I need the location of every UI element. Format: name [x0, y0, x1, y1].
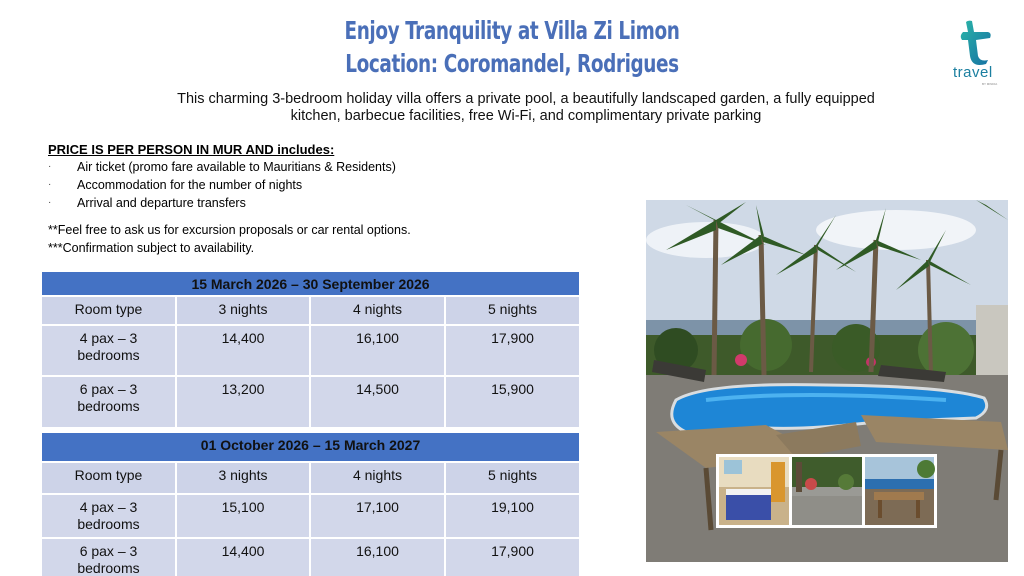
room-type-cell: 6 pax – 3 bedrooms [40, 537, 177, 576]
garden-thumbnail [792, 457, 862, 525]
column-header: Room type [40, 295, 177, 326]
bullet: · [48, 179, 52, 190]
travel-logo-icon [960, 20, 991, 66]
confirmation-note: ***Confirmation subject to availability. [48, 241, 255, 255]
room-type-cell: 4 pax – 3 bedrooms [40, 493, 177, 539]
table-row: 6 pax – 3 bedrooms 14,400 16,100 17,900 [40, 537, 582, 576]
price-table-period-2: 01 October 2026 – 15 March 2027 Room typ… [39, 431, 582, 576]
period-header: 15 March 2026 – 30 September 2026 [39, 270, 582, 297]
room-type-cell: 4 pax – 3 bedrooms [40, 324, 177, 377]
price-cell: 17,900 [443, 537, 582, 576]
table-row: 4 pax – 3 bedrooms 14,400 16,100 17,900 [40, 324, 582, 377]
room-type-cell: 6 pax – 3 bedrooms [40, 375, 177, 429]
villa-description: This charming 3-bedroom holiday villa of… [177, 91, 875, 124]
column-header: 5 nights [443, 461, 582, 495]
price-cell: 14,500 [309, 375, 446, 429]
villa-pool-photo [646, 200, 1008, 562]
price-cell: 16,100 [309, 537, 446, 576]
price-table-period-1: 15 March 2026 – 30 September 2026 Room t… [39, 270, 582, 429]
price-cell: 15,900 [443, 375, 582, 429]
price-cell: 14,400 [175, 537, 311, 576]
logo-text: travel [953, 64, 993, 81]
column-header: 3 nights [175, 295, 311, 326]
price-cell: 13,200 [175, 375, 311, 429]
price-cell: 17,100 [309, 493, 446, 539]
price-cell: 14,400 [175, 324, 311, 377]
list-item: · Air ticket (promo fare available to Mau… [48, 158, 396, 176]
price-cell: 17,900 [443, 324, 582, 377]
column-header: Room type [40, 461, 177, 495]
villa-thumbnails [716, 454, 937, 528]
bullet: · [48, 197, 52, 208]
table-row: 4 pax – 3 bedrooms 15,100 17,100 19,100 [40, 493, 582, 539]
list-item: · Accommodation for the number of nights [48, 176, 396, 194]
bedroom-thumbnail [719, 457, 789, 525]
price-cell: 16,100 [309, 324, 446, 377]
bullet: · [48, 161, 52, 172]
logo-subtext: BY MINDIA [982, 82, 998, 86]
column-header: 4 nights [309, 461, 446, 495]
patio-thumbnail [865, 457, 935, 525]
table-row: 6 pax – 3 bedrooms 13,200 14,500 15,900 [40, 375, 582, 429]
list-item: · Arrival and departure transfers [48, 194, 396, 212]
column-header: 5 nights [443, 295, 582, 326]
include-item-text: Accommodation for the number of nights [77, 178, 303, 192]
price-cell: 19,100 [443, 493, 582, 539]
column-header: 4 nights [309, 295, 446, 326]
price-cell: 15,100 [175, 493, 311, 539]
includes-heading: PRICE IS PER PERSON IN MUR AND includes: [48, 142, 335, 157]
include-item-text: Arrival and departure transfers [77, 196, 246, 210]
includes-list: · Air ticket (promo fare available to Mau… [48, 158, 396, 212]
page-title: Enjoy Tranquility at Villa Zi Limon [344, 16, 680, 45]
table-header-row: Room type 3 nights 4 nights 5 nights [40, 295, 582, 326]
column-header: 3 nights [175, 461, 311, 495]
period-header: 01 October 2026 – 15 March 2027 [39, 431, 582, 463]
location-title: Location: Coromandel, Rodrigues [345, 49, 679, 78]
table-header-row: Room type 3 nights 4 nights 5 nights [40, 461, 582, 495]
excursion-note: **Feel free to ask us for excursion prop… [48, 223, 411, 237]
include-item-text: Air ticket (promo fare available to Maur… [77, 160, 396, 174]
